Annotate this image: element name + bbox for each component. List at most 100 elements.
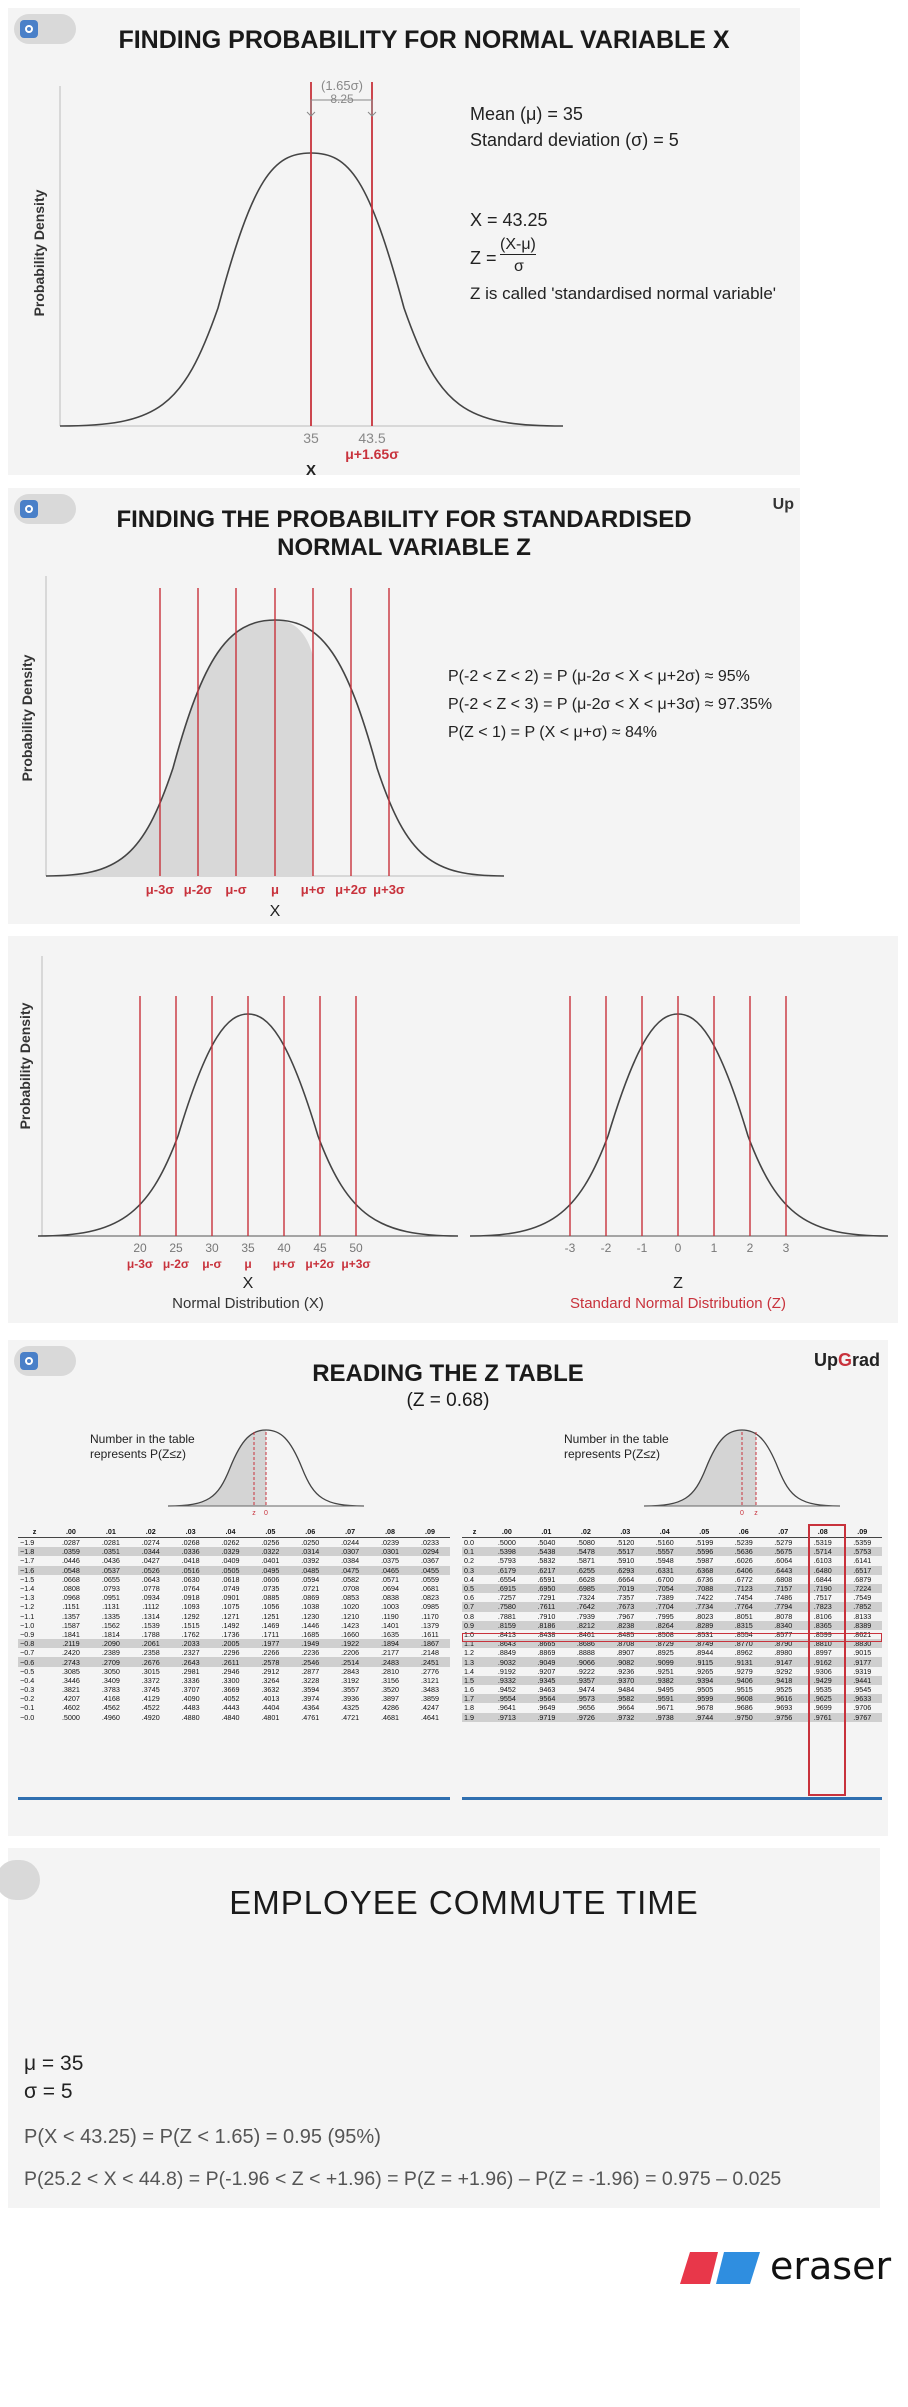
table-cell: .8770	[724, 1639, 764, 1649]
table-cell: .3372	[141, 1675, 160, 1685]
table-cell: .0427	[141, 1556, 160, 1566]
eraser-wordmark: eraser	[770, 2244, 892, 2288]
table-row: −0.9 .1841 .1814 .1788 .1762 .1736 .1711 .1685.…	[18, 1630, 450, 1639]
table-cell: .6141	[853, 1556, 872, 1566]
table-row: 0.6 .7257 .7291 .7324 .7357 .7389 .7422 .7454 .7…	[462, 1593, 882, 1602]
tick-mean: 35	[303, 430, 319, 446]
z-table-positive: z .00.01.02.03.04.05.06.07.08.09 0.0 .5000.…	[462, 1526, 882, 1722]
normal-curve-chart: (1.65σ) 8.25 35 43.5 μ+1.65σ X Probabili…	[31, 78, 564, 475]
table-cell: .1841	[61, 1629, 80, 1639]
eraser-logo[interactable]: eraser	[680, 2244, 900, 2288]
table-cell: .9633	[842, 1694, 882, 1704]
table-row: −1.9 .0287 .0281 .0274 .0268 .0262 .0256 .0250.…	[18, 1538, 450, 1548]
table-cell: .8051	[734, 1611, 753, 1621]
table-cell: .9177	[842, 1657, 882, 1667]
table-cell: .0749	[221, 1584, 240, 1594]
table-cell: .2776	[421, 1666, 439, 1676]
table-cell: .6480	[803, 1565, 843, 1575]
left-sigma-lines	[139, 996, 357, 1236]
table-cell: 0.7	[462, 1602, 488, 1612]
table-cell: .7881	[497, 1611, 516, 1621]
table-cell: .7389	[655, 1593, 674, 1603]
table-cell: .8106	[813, 1611, 832, 1621]
table-cell: .8289	[684, 1620, 725, 1630]
table-cell: .0301	[370, 1547, 411, 1557]
table-cell: .7019	[605, 1583, 646, 1594]
table-cell: .0853	[341, 1593, 360, 1603]
table-cell: .1056	[261, 1602, 280, 1612]
table-cell: .9525	[774, 1685, 793, 1695]
table-cell: .7580	[487, 1602, 527, 1612]
table-cell: .5000	[497, 1538, 516, 1548]
table-cell: .6406	[724, 1565, 764, 1575]
table-cell: .2912	[261, 1666, 280, 1676]
slide-toggle[interactable]	[14, 494, 76, 524]
table-cell: .2177	[381, 1648, 400, 1658]
table-cell: .1251	[261, 1611, 280, 1621]
table-cell: .1401	[381, 1620, 400, 1630]
table-cell: .9678	[695, 1703, 714, 1713]
y-axis-label: Probability Density	[31, 189, 47, 316]
table-cell: .7324	[576, 1593, 595, 1603]
table-cell: .0548	[51, 1565, 91, 1575]
table-cell: .4325	[341, 1703, 360, 1713]
table-cell: .1711	[261, 1629, 280, 1639]
table-cell: .9671	[655, 1703, 674, 1713]
table-cell: .0268	[181, 1538, 200, 1548]
table-cell: −0.8	[18, 1639, 51, 1649]
table-cell: .8708	[605, 1639, 646, 1649]
table-cell: .9656	[576, 1703, 595, 1713]
table-cell: .5398	[487, 1547, 527, 1557]
table-cell: .6443	[763, 1565, 803, 1575]
table-cell: .0708	[341, 1584, 360, 1594]
table-cell: .9495	[655, 1685, 674, 1695]
slide-toggle[interactable]	[14, 14, 76, 44]
table-cell: .2266	[261, 1648, 280, 1658]
table-cell: 1.5	[462, 1675, 488, 1685]
table-cell: .2676	[130, 1657, 171, 1667]
table-cell: .9357	[566, 1675, 606, 1685]
table-cell: .9767	[842, 1712, 882, 1722]
table-cell: −1.7	[20, 1556, 35, 1566]
table-cell: −1.5	[20, 1574, 35, 1584]
table-cell: .0721	[301, 1584, 320, 1594]
table-cell: .8790	[763, 1639, 803, 1649]
table-cell: .9599	[684, 1694, 725, 1704]
table-cell: .8413	[497, 1629, 516, 1639]
table-cell: .8340	[763, 1620, 803, 1630]
table-cell: .7995	[655, 1611, 674, 1621]
table-cell: .9032	[487, 1657, 527, 1667]
table-cell: .5239	[734, 1538, 753, 1548]
tick-label: μ+2σ	[335, 882, 367, 897]
table-cell: .3821	[61, 1685, 80, 1695]
table-cell: .5517	[605, 1547, 646, 1557]
slide-title: READING THE Z TABLE	[312, 1360, 584, 1387]
table-cell: −0.4	[20, 1675, 35, 1685]
right-sigma-lines	[569, 996, 787, 1236]
table-cell: −0.0	[20, 1712, 35, 1722]
table-cell: .0250	[301, 1538, 320, 1548]
table-row: 0.2 .5793 .5832 .5871 .5910 .5948 .5987 .6026 .6…	[462, 1556, 882, 1565]
table-cell: .0314	[290, 1547, 331, 1557]
table-row: −1.4 .0808 .0793 .0778 .0764 .0749 .0735 .0721.…	[18, 1584, 450, 1593]
table-cell: .0643	[141, 1574, 160, 1584]
table-cell: .6628	[576, 1574, 595, 1584]
table-cell: .8830	[842, 1639, 882, 1649]
table-cell: .9147	[763, 1657, 803, 1667]
table-cell: .0505	[210, 1565, 251, 1575]
table-cell: .9452	[497, 1685, 516, 1695]
table-cell: .1922	[330, 1639, 371, 1649]
slide-toggle[interactable]	[14, 1346, 76, 1376]
slide-toggle[interactable]	[0, 1860, 40, 1900]
table-cell: .7939	[576, 1611, 595, 1621]
toggle-icon	[20, 500, 38, 518]
toggle-icon	[20, 1352, 38, 1370]
table-cell: .4129	[141, 1694, 160, 1704]
table-cell: .1075	[221, 1602, 240, 1612]
table-row: −0.5 .3085 .3050 .3015 .2981 .2946 .2912 .2877.…	[18, 1667, 450, 1676]
table-cell: .6217	[526, 1565, 567, 1575]
table-cell: .8907	[616, 1648, 635, 1658]
left-tick-sym: μ-σ	[202, 1257, 222, 1271]
table-cell: .7486	[774, 1593, 793, 1603]
table-cell: .8554	[734, 1629, 753, 1639]
